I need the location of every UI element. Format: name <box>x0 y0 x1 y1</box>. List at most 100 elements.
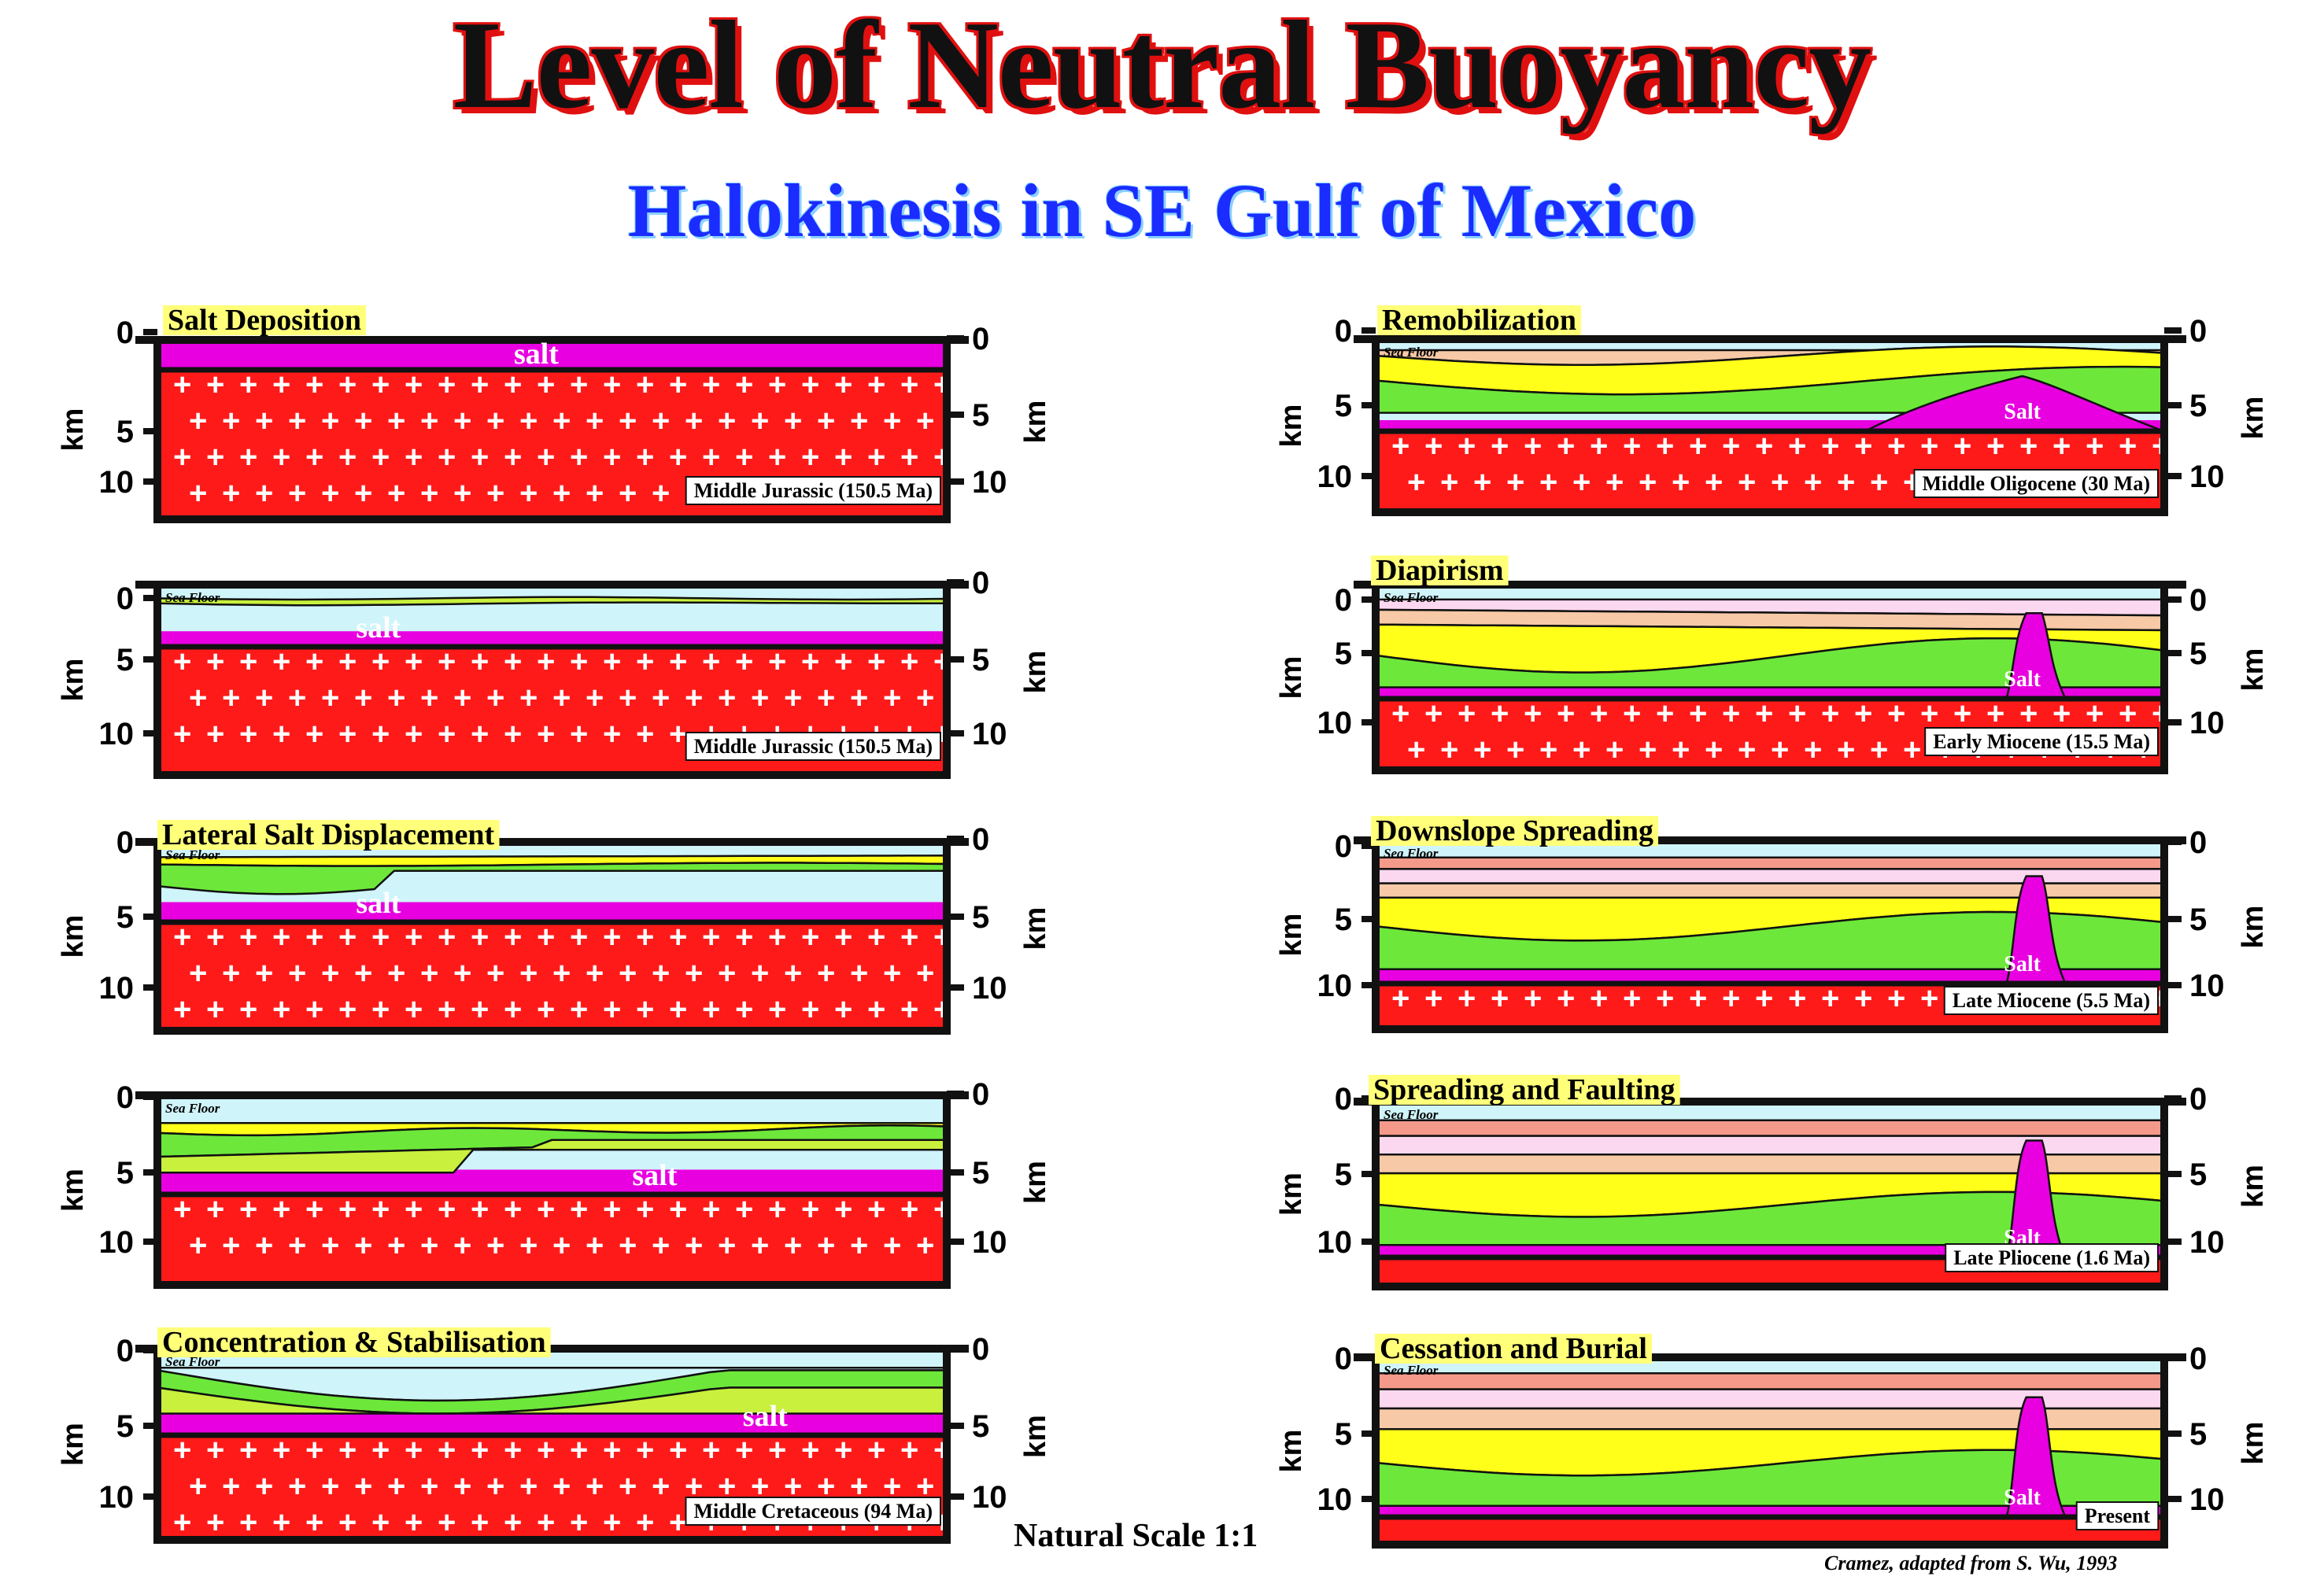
panel-title: Downslope Spreading <box>1376 814 1653 847</box>
basement-plus: + <box>1771 465 1789 500</box>
km-label: km <box>1019 1161 1052 1204</box>
depth-tick-label: 10 <box>2189 1225 2225 1260</box>
basement-plus: + <box>1391 429 1410 463</box>
sea-floor-label: Sea Floor <box>1384 846 1439 861</box>
basement-plus: + <box>519 476 538 511</box>
basement-plus: + <box>1837 465 1855 500</box>
salt-diapir <box>2005 1396 2067 1519</box>
basement-plus: + <box>239 920 257 954</box>
depth-tick-label: 0 <box>1335 314 1352 349</box>
basement-plus: + <box>486 1228 504 1263</box>
basement-plus: + <box>652 956 670 991</box>
depth-tick-label: 10 <box>972 717 1007 751</box>
basement-plus: + <box>537 440 555 474</box>
basement-plus: + <box>471 1192 489 1227</box>
basement-plus: + <box>603 920 621 954</box>
salt-layer <box>157 1413 947 1435</box>
basement-plus: + <box>222 956 240 991</box>
basement-plus: + <box>850 956 868 991</box>
basement-plus: + <box>718 1469 736 1504</box>
basement-plus: + <box>702 1192 720 1227</box>
salt-label: salt <box>514 338 559 371</box>
basement-plus: + <box>801 440 819 474</box>
basement-plus: + <box>420 681 438 715</box>
basement-plus: + <box>471 992 489 1027</box>
depth-tick-label: 0 <box>116 1080 134 1115</box>
basement-plus: + <box>222 1469 240 1504</box>
basement-plus: + <box>751 404 769 438</box>
basement-plus: + <box>305 717 323 751</box>
salt-label: salt <box>356 611 401 644</box>
depth-tick-label: 0 <box>2189 1342 2207 1376</box>
basement-plus: + <box>1705 465 1723 500</box>
basement-plus: + <box>669 1192 687 1227</box>
basement-plus: + <box>453 1469 471 1504</box>
title-highlight <box>157 1327 551 1357</box>
km-label: km <box>57 915 90 958</box>
basement-plus: + <box>1870 733 1888 767</box>
basement-plus: + <box>189 476 207 511</box>
basement-plus: + <box>371 367 390 402</box>
basement-plus: + <box>735 1433 753 1467</box>
basement <box>157 922 947 1031</box>
basement-plus: + <box>718 681 736 715</box>
basement-plus: + <box>471 1433 489 1467</box>
basement-plus: + <box>552 476 571 511</box>
basement-plus: + <box>735 920 753 954</box>
age-label: Middle Jurassic (150.5 Ma) <box>694 479 933 502</box>
basement-plus: + <box>387 476 405 511</box>
basement-plus: + <box>1623 696 1641 731</box>
depth-tick-label: 10 <box>972 1225 1007 1260</box>
depth-tick-label: 0 <box>2189 825 2207 860</box>
basement-plus: + <box>570 644 588 679</box>
basement-plus: + <box>272 920 290 954</box>
basement-plus: + <box>817 956 835 991</box>
basement-plus: + <box>453 476 471 511</box>
basement-plus: + <box>801 1192 819 1227</box>
basement-plus: + <box>206 1433 224 1467</box>
basement-plus: + <box>702 644 720 679</box>
basement-plus: + <box>1672 733 1690 767</box>
basement-plus: + <box>272 1505 290 1540</box>
basement-plus: + <box>239 992 257 1027</box>
basement-plus: + <box>867 367 885 402</box>
basement-plus: + <box>371 1433 390 1467</box>
basement-plus: + <box>570 367 588 402</box>
depth-tick-label: 10 <box>2189 969 2225 1003</box>
basement-plus: + <box>438 1192 456 1227</box>
km-label: km <box>1019 1415 1052 1458</box>
basement-plus: + <box>1557 696 1575 731</box>
basement-plus: + <box>173 1433 191 1467</box>
basement-plus: + <box>537 992 555 1027</box>
basement-plus: + <box>1689 429 1707 463</box>
basement-plus: + <box>239 644 257 679</box>
basement-plus: + <box>387 1228 405 1263</box>
basement-plus: + <box>2019 429 2038 463</box>
basement-plus: + <box>338 992 357 1027</box>
basement-plus: + <box>305 644 323 679</box>
basement-plus: + <box>1788 696 1806 731</box>
basement-plus: + <box>1821 696 1839 731</box>
basement-plus: + <box>2086 429 2104 463</box>
basement-plus: + <box>1440 733 1458 767</box>
basement-plus: + <box>189 1228 207 1263</box>
basement-plus: + <box>916 681 934 715</box>
age-label: Middle Cretaceous (94 Ma) <box>693 1500 933 1523</box>
basement-plus: + <box>173 992 191 1027</box>
basement-plus: + <box>685 1469 703 1504</box>
basement-plus: + <box>189 956 207 991</box>
basement-plus: + <box>834 992 852 1027</box>
basement-plus: + <box>2052 429 2071 463</box>
salt-layer <box>1376 966 2164 984</box>
basement-plus: + <box>867 920 885 954</box>
basement-plus: + <box>206 440 224 474</box>
basement-plus: + <box>255 681 273 715</box>
salt-label: salt <box>743 1400 788 1433</box>
basement-plus: + <box>206 920 224 954</box>
basement-plus: + <box>768 920 786 954</box>
basement-plus: + <box>603 1505 621 1540</box>
salt-label: salt <box>632 1159 677 1192</box>
km-label: km <box>1019 401 1052 444</box>
sea-floor-label: Sea Floor <box>1384 1363 1439 1378</box>
basement-plus: + <box>173 644 191 679</box>
